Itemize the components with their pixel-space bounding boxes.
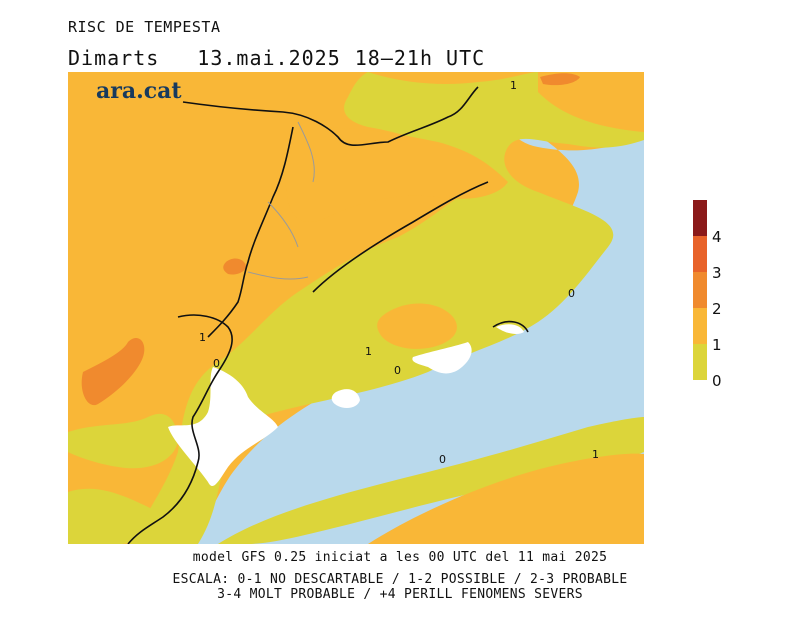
legend-label-3: 3 [712,264,722,282]
risk-area-2-3-west [81,337,145,406]
risk-area-0-1-land [128,72,644,544]
legend-band-4-plus [693,200,707,236]
date-label: 13.mai.2025 [197,46,341,70]
contour-label: 1 [199,331,206,344]
no-risk-coast [168,367,278,487]
contour-label: 0 [439,453,446,466]
risk-area-2-3-northeast [540,73,580,86]
day-label: Dimarts [68,46,160,70]
country-borders [127,86,529,544]
no-risk-island-2 [412,342,472,374]
risk-area-0-1-south [218,417,644,544]
no-risk-island-1 [331,389,360,408]
map-subtitle: Dimarts 13.mai.2025 18–21h UTC [68,46,485,70]
contour-label: 1 [592,448,599,461]
contour-labels: 1 1 0 1 0 0 0 1 [199,79,599,466]
time-label: 18–21h UTC [354,46,486,70]
contour-label: 0 [568,287,575,300]
risk-area-2-3-small [223,258,246,275]
storm-risk-map: ara.cat 1 1 0 1 0 0 0 1 [68,72,644,544]
scale-info-line-1: ESCALA: 0-1 NO DESCARTABLE / 1-2 POSSIBL… [172,572,628,587]
contour-label: 1 [510,79,517,92]
legend-band-0-1 [693,344,707,380]
risk-area-1-2-island [377,303,457,349]
region-borders [247,121,315,280]
legend-label-2: 2 [712,300,722,318]
legend-label-4: 4 [712,228,722,246]
sea-area [188,92,644,544]
scale-info-line-2: 3-4 MOLT PROBABLE / +4 PERILL FENOMENS S… [217,587,583,602]
contour-label: 0 [213,357,220,370]
no-risk-island-3 [496,324,524,335]
risk-area-0-1-west [68,413,178,469]
map-title: RISC DE TEMPESTA [68,18,221,36]
legend-band-3-4 [693,236,707,272]
contour-label: 0 [394,364,401,377]
legend-band-2-3 [693,272,707,308]
risk-area-1-2-south [368,453,644,544]
legend-label-1: 1 [712,336,722,354]
risk-legend [693,200,707,380]
model-info: model GFS 0.25 iniciat a les 00 UTC del … [192,550,608,565]
legend-band-1-2 [693,308,707,344]
risk-area-0-1-west-2 [68,488,159,544]
contour-label: 1 [365,345,372,358]
legend-label-0: 0 [712,372,722,390]
brand-logo: ara.cat [96,78,182,104]
